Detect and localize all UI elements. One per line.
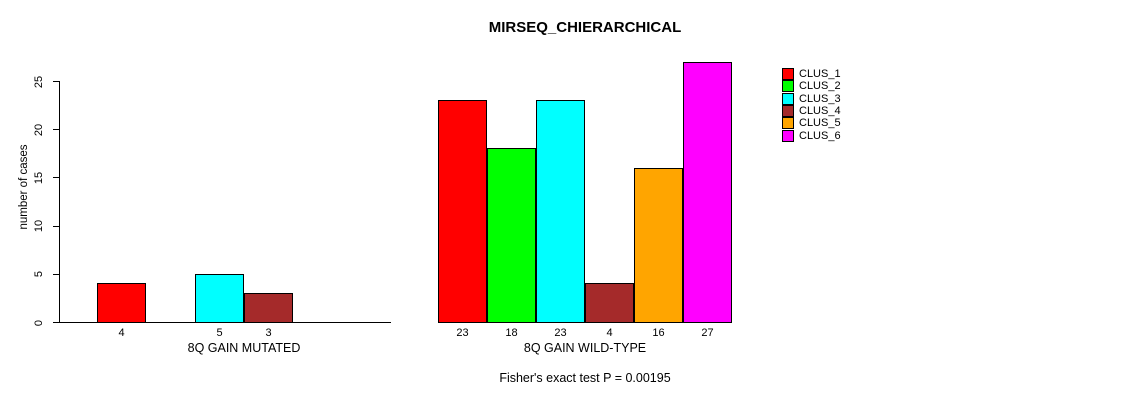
bar-clus_4 (585, 283, 634, 322)
y-tick-label: 15 (33, 171, 45, 185)
legend-swatch-clus_3 (782, 92, 794, 105)
bar-value-label: 5 (216, 327, 223, 339)
bar-value-label: 23 (456, 327, 469, 339)
y-axis-label: number of cases (18, 144, 30, 230)
bar-value-label: 4 (606, 327, 613, 339)
bar-value-label: 23 (554, 327, 567, 339)
legend-swatch-clus_2 (782, 80, 794, 93)
chart-title: MIRSEQ_CHIERARCHICAL (488, 19, 682, 36)
legend-label: CLUS_5 (799, 117, 841, 130)
fisher-test-annotation: Fisher's exact test P = 0.00195 (499, 371, 671, 385)
bar-clus_1 (438, 100, 487, 322)
x-axis-group-label: 8Q GAIN MUTATED (187, 341, 301, 355)
legend-label: CLUS_1 (799, 68, 841, 80)
legend-label: CLUS_6 (799, 129, 841, 142)
y-tick-label: 20 (33, 123, 45, 136)
bar-value-label: 18 (505, 327, 518, 339)
bar-value-label: 3 (265, 327, 272, 339)
legend-swatch-clus_4 (782, 104, 794, 117)
bar-clus_4 (244, 293, 293, 322)
legend-item: CLUS_3 (782, 92, 841, 105)
bar-clus_1 (97, 283, 146, 322)
x-axis-group-label: 8Q GAIN WILD-TYPE (523, 341, 647, 355)
legend-item: CLUS_4 (782, 104, 841, 117)
y-axis-tick (53, 81, 59, 82)
y-tick-label: 25 (33, 75, 45, 88)
legend-swatch-clus_6 (782, 129, 794, 142)
y-tick-label: 5 (33, 271, 45, 278)
y-axis-tick (53, 273, 59, 275)
y-axis-tick (53, 322, 59, 323)
legend-item: CLUS_2 (782, 80, 841, 93)
y-tick-label: 0 (33, 319, 45, 326)
legend-label: CLUS_2 (799, 80, 841, 93)
bar-clus_5 (634, 167, 683, 322)
bar-value-label: 27 (701, 327, 714, 339)
bar-clus_3 (536, 100, 585, 322)
y-axis-tick (53, 129, 59, 131)
bar-clus_2 (487, 148, 536, 322)
bar-value-label: 16 (652, 327, 665, 339)
legend-label: CLUS_3 (799, 92, 841, 105)
bar-clus_6 (683, 61, 732, 322)
legend-label: CLUS_4 (799, 104, 841, 117)
legend-item: CLUS_1 (782, 68, 841, 80)
x-baseline (438, 322, 732, 323)
legend-item: CLUS_5 (782, 117, 841, 130)
x-baseline (59, 322, 391, 323)
legend-swatch-clus_1 (782, 68, 794, 80)
y-axis-tick (53, 225, 59, 227)
y-tick-label: 10 (33, 219, 45, 233)
legend-item: CLUS_6 (782, 129, 841, 142)
y-axis-tick (53, 177, 59, 179)
bar-clus_3 (195, 273, 244, 322)
bar-value-label: 4 (118, 327, 125, 339)
y-axis-line (59, 81, 60, 323)
legend-swatch-clus_5 (782, 117, 794, 130)
